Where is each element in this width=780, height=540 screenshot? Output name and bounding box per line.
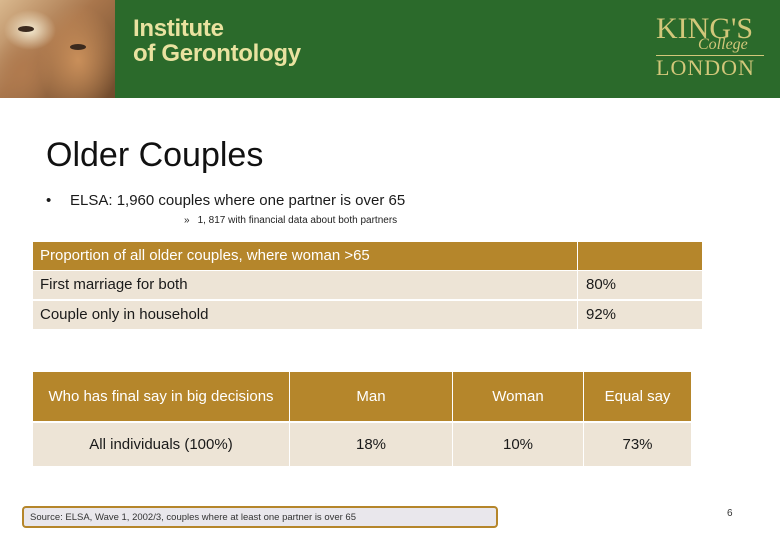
table-header-cell: Man xyxy=(290,372,452,421)
slide-title: Older Couples xyxy=(46,136,264,174)
row-label: First marriage for both xyxy=(40,276,188,293)
sub-bullet-marker: » xyxy=(184,215,190,226)
row-label: Couple only in household xyxy=(40,306,209,323)
header-banner: Institute of Gerontology KING'S College … xyxy=(0,0,780,98)
institute-line-2: of Gerontology xyxy=(133,40,301,67)
header-photo xyxy=(0,0,115,98)
table-header-row: Proportion of all older couples, where w… xyxy=(33,242,702,270)
bullet-marker: • xyxy=(46,192,52,209)
photo-detail xyxy=(18,26,34,32)
sub-bullet-text: 1, 817 with financial data about both pa… xyxy=(197,215,398,226)
header-label: Proportion of all older couples, where w… xyxy=(40,247,370,264)
institute-line-1: Institute xyxy=(133,15,224,42)
table-row: Couple only in household 92% xyxy=(33,301,702,329)
table-cell: All individuals (100%) xyxy=(33,423,289,466)
table-cell: 73% xyxy=(584,423,691,466)
header-cell: Proportion of all older couples, where w… xyxy=(33,242,578,270)
kcl-logo: KING'S College LONDON xyxy=(656,14,766,84)
table-row: First marriage for both 80% xyxy=(33,271,702,299)
institute-name: Institute of Gerontology xyxy=(133,16,301,66)
logo-line-3: LONDON xyxy=(656,55,755,80)
row-value: 92% xyxy=(586,306,617,323)
row-value: 80% xyxy=(586,276,617,293)
source-text: Source: ELSA, Wave 1, 2002/3, couples wh… xyxy=(30,512,357,523)
sub-bullet-item: » 1, 817 with financial data about both p… xyxy=(184,215,397,226)
table-cell: 18% xyxy=(290,423,452,466)
page-number: 6 xyxy=(727,508,733,519)
table-header-cell: Woman xyxy=(453,372,583,421)
logo-rule xyxy=(656,55,764,56)
row-label-cell: First marriage for both xyxy=(33,271,578,299)
decision-table: Who has final say in big decisions Man W… xyxy=(33,372,691,466)
table-header-cell: Equal say xyxy=(584,372,691,421)
table-cell: 10% xyxy=(453,423,583,466)
source-note: Source: ELSA, Wave 1, 2002/3, couples wh… xyxy=(22,506,498,528)
logo-line-1: KING'S xyxy=(656,12,754,45)
logo-line-2: College xyxy=(698,36,748,53)
bullet-text: ELSA: 1,960 couples where one partner is… xyxy=(70,192,406,209)
photo-detail xyxy=(70,44,86,50)
row-label-cell: Couple only in household xyxy=(33,301,578,329)
table-header-cell: Who has final say in big decisions xyxy=(33,372,289,421)
